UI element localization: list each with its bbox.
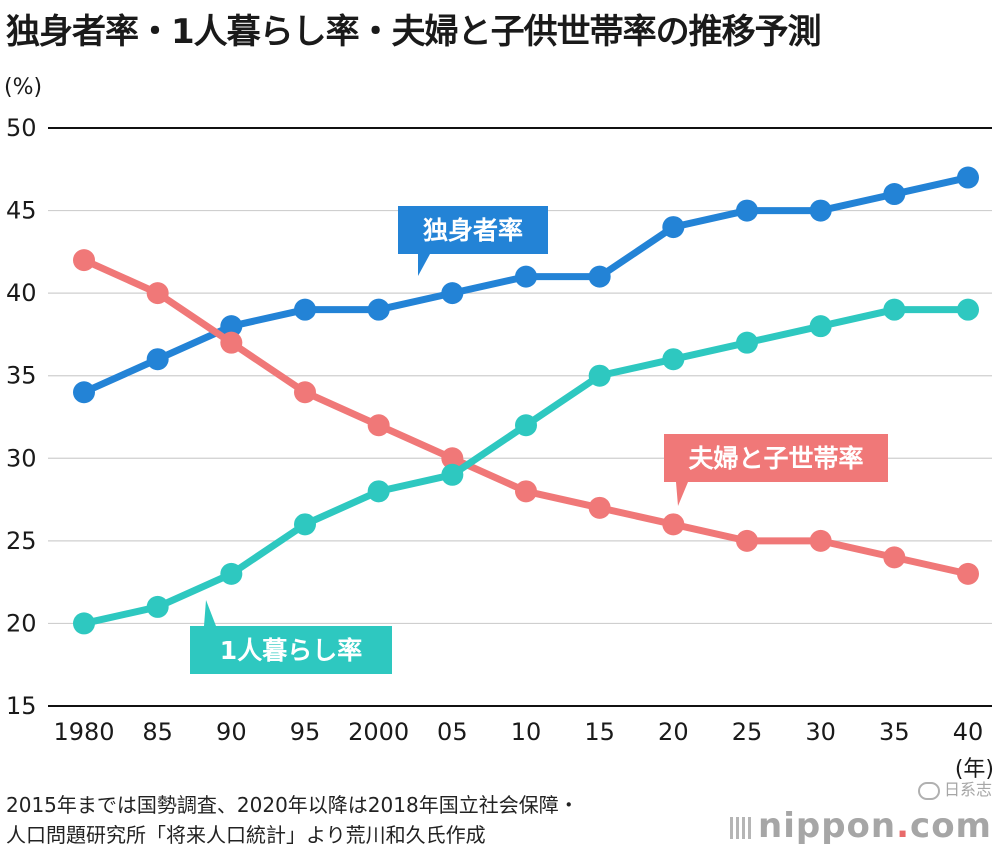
point-1人暮らし率-95 [294, 513, 316, 536]
point-夫婦と子世帯率-2000 [367, 414, 390, 437]
point-1人暮らし率-10 [515, 414, 537, 437]
y-tick-15: 15 [6, 692, 37, 720]
x-axis-label: (年) [955, 757, 994, 782]
point-1人暮らし率-25 [736, 331, 758, 354]
callout-label-1人暮らし率: 1人暮らし率 [220, 636, 362, 665]
x-tick-05: 05 [437, 718, 468, 746]
source-note-line-1: 2015年までは国勢調査、2020年以降は2018年国立社会保障・ [6, 793, 579, 817]
callout-box [190, 626, 392, 674]
point-独身者率-20 [662, 216, 685, 239]
series-独身者率 [73, 166, 979, 404]
callout-pointer [418, 254, 430, 276]
point-独身者率-90 [220, 315, 243, 338]
brand-dot: . [896, 806, 911, 846]
wechat-watermark: 日系志 [730, 776, 992, 800]
point-夫婦と子世帯率-15 [588, 496, 611, 519]
x-tick-2000: 2000 [348, 718, 409, 746]
point-夫婦と子世帯率-20 [662, 513, 685, 536]
series-group [73, 166, 979, 635]
x-tick-20: 20 [658, 718, 689, 746]
y-tick-45: 45 [6, 197, 37, 225]
point-独身者率-25 [736, 199, 758, 222]
point-1人暮らし率-40 [957, 298, 979, 321]
brand-tail: com [910, 806, 992, 846]
x-tick-30: 30 [805, 718, 836, 746]
callout-pointer [676, 482, 688, 506]
point-1人暮らし率-35 [883, 298, 906, 321]
y-tick-40: 40 [6, 279, 37, 307]
point-独身者率-10 [515, 265, 537, 288]
brand-logo: nippon.com [730, 806, 992, 846]
bars-icon [730, 816, 753, 839]
callout-pointer [204, 600, 216, 626]
point-独身者率-05 [441, 282, 464, 305]
point-1人暮らし率-30 [809, 315, 832, 338]
callout-label-夫婦と子世帯率: 夫婦と子世帯率 [688, 444, 863, 473]
source-note: 2015年までは国勢調査、2020年以降は2018年国立社会保障・ 人口問題研究… [6, 790, 579, 850]
callout-1人暮らし率: 1人暮らし率 [190, 600, 392, 674]
point-1人暮らし率-1980 [73, 612, 95, 635]
x-tick-1980: 1980 [53, 718, 114, 746]
x-tick-85: 85 [142, 718, 173, 746]
x-tick-90: 90 [216, 718, 247, 746]
chart-title: 独身者率・1人暮らし率・夫婦と子供世帯率の推移予測 [6, 12, 822, 52]
watermark: 日系志 nippon.com [730, 776, 992, 846]
wechat-account: 日系志 [943, 780, 992, 799]
point-夫婦と子世帯率-25 [736, 529, 758, 552]
x-tick-35: 35 [879, 718, 910, 746]
brand-main: nippon [758, 806, 897, 846]
point-夫婦と子世帯率-40 [957, 562, 979, 585]
series-夫婦と子世帯率 [73, 249, 979, 585]
point-夫婦と子世帯率-85 [146, 282, 169, 305]
y-tick-35: 35 [6, 362, 37, 390]
line-chart: 15 20 25 30 35 40 45 50 1980 85 90 95 2000 05 10 15 20 2… [4, 75, 994, 782]
point-1人暮らし率-15 [588, 364, 611, 387]
point-独身者率-40 [957, 166, 979, 189]
point-1人暮らし率-90 [220, 562, 243, 585]
y-tick-25: 25 [6, 527, 37, 555]
point-独身者率-85 [146, 348, 169, 371]
point-独身者率-30 [809, 199, 832, 222]
point-1人暮らし率-05 [441, 463, 464, 486]
point-夫婦と子世帯率-30 [809, 529, 832, 552]
x-tick-40: 40 [953, 718, 984, 746]
callout-box [664, 434, 888, 482]
callout-夫婦と子世帯率: 夫婦と子世帯率 [664, 434, 888, 506]
point-1人暮らし率-20 [662, 348, 685, 371]
point-夫婦と子世帯率-35 [883, 546, 906, 569]
y-tick-20: 20 [6, 609, 37, 637]
series-1人暮らし率 [73, 298, 979, 635]
x-tick-10: 10 [511, 718, 542, 746]
y-tick-30: 30 [6, 444, 37, 472]
point-独身者率-1980 [73, 381, 95, 404]
point-夫婦と子世帯率-10 [515, 480, 537, 503]
callout-box [398, 206, 548, 254]
point-独身者率-35 [883, 183, 906, 206]
point-1人暮らし率-85 [146, 595, 169, 618]
point-独身者率-2000 [367, 298, 390, 321]
x-tick-25: 25 [732, 718, 763, 746]
point-夫婦と子世帯率-05 [441, 447, 464, 470]
y-axis-label: (%) [4, 75, 42, 100]
point-夫婦と子世帯率-1980 [73, 249, 95, 272]
point-夫婦と子世帯率-95 [294, 381, 316, 404]
source-note-line-2: 人口問題研究所「将来人口統計」より荒川和久氏作成 [6, 823, 486, 847]
x-tick-95: 95 [290, 718, 321, 746]
point-夫婦と子世帯率-90 [220, 331, 243, 354]
callout-label-独身者率: 独身者率 [423, 216, 523, 245]
callout-独身者率: 独身者率 [398, 206, 548, 276]
point-1人暮らし率-2000 [367, 480, 390, 503]
y-axis-ticks: 15 20 25 30 35 40 45 50 [6, 114, 37, 720]
wechat-icon [917, 781, 940, 800]
point-独身者率-95 [294, 298, 316, 321]
point-独身者率-15 [588, 265, 611, 288]
x-axis-ticks: 1980 85 90 95 2000 05 10 15 20 25 30 35 40 [53, 718, 983, 746]
x-tick-15: 15 [584, 718, 615, 746]
y-tick-50: 50 [6, 114, 37, 142]
